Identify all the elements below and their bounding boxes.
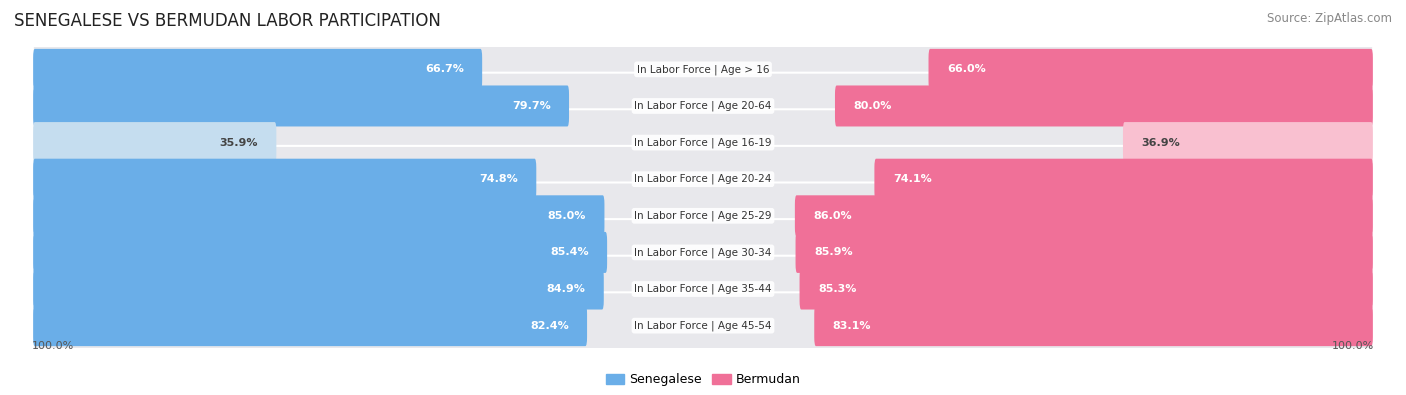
Text: 36.9%: 36.9%	[1142, 137, 1180, 148]
Text: 85.9%: 85.9%	[814, 247, 852, 258]
FancyBboxPatch shape	[928, 49, 1372, 90]
Text: In Labor Force | Age 45-54: In Labor Force | Age 45-54	[634, 320, 772, 331]
Text: 35.9%: 35.9%	[219, 137, 257, 148]
Text: 85.4%: 85.4%	[550, 247, 589, 258]
Legend: Senegalese, Bermudan: Senegalese, Bermudan	[606, 373, 800, 386]
Text: 82.4%: 82.4%	[530, 321, 568, 331]
Text: In Labor Force | Age 16-19: In Labor Force | Age 16-19	[634, 137, 772, 148]
FancyBboxPatch shape	[34, 232, 607, 273]
FancyBboxPatch shape	[32, 182, 1374, 249]
FancyBboxPatch shape	[34, 85, 569, 126]
FancyBboxPatch shape	[814, 305, 1372, 346]
Text: 85.0%: 85.0%	[548, 211, 586, 221]
FancyBboxPatch shape	[32, 36, 1374, 103]
FancyBboxPatch shape	[32, 146, 1374, 213]
Text: 84.9%: 84.9%	[547, 284, 585, 294]
Text: In Labor Force | Age 30-34: In Labor Force | Age 30-34	[634, 247, 772, 258]
Text: SENEGALESE VS BERMUDAN LABOR PARTICIPATION: SENEGALESE VS BERMUDAN LABOR PARTICIPATI…	[14, 12, 441, 30]
Text: 66.0%: 66.0%	[946, 64, 986, 74]
Text: 74.8%: 74.8%	[479, 174, 517, 184]
Text: 79.7%: 79.7%	[512, 101, 551, 111]
Text: 100.0%: 100.0%	[1333, 341, 1375, 351]
Text: In Labor Force | Age 25-29: In Labor Force | Age 25-29	[634, 211, 772, 221]
Text: 66.7%: 66.7%	[425, 64, 464, 74]
FancyBboxPatch shape	[34, 159, 536, 200]
FancyBboxPatch shape	[34, 305, 588, 346]
Text: Source: ZipAtlas.com: Source: ZipAtlas.com	[1267, 12, 1392, 25]
Text: 74.1%: 74.1%	[893, 174, 932, 184]
Text: 85.3%: 85.3%	[818, 284, 856, 294]
Text: In Labor Force | Age 20-24: In Labor Force | Age 20-24	[634, 174, 772, 184]
Text: 86.0%: 86.0%	[813, 211, 852, 221]
Text: 83.1%: 83.1%	[832, 321, 872, 331]
FancyBboxPatch shape	[32, 219, 1374, 286]
FancyBboxPatch shape	[32, 109, 1374, 176]
Text: In Labor Force | Age > 16: In Labor Force | Age > 16	[637, 64, 769, 75]
FancyBboxPatch shape	[32, 292, 1374, 359]
FancyBboxPatch shape	[34, 122, 277, 163]
FancyBboxPatch shape	[34, 195, 605, 236]
FancyBboxPatch shape	[794, 195, 1372, 236]
Text: In Labor Force | Age 35-44: In Labor Force | Age 35-44	[634, 284, 772, 294]
FancyBboxPatch shape	[32, 73, 1374, 139]
Text: 80.0%: 80.0%	[853, 101, 891, 111]
FancyBboxPatch shape	[800, 269, 1372, 310]
Text: In Labor Force | Age 20-64: In Labor Force | Age 20-64	[634, 101, 772, 111]
FancyBboxPatch shape	[34, 269, 603, 310]
FancyBboxPatch shape	[34, 49, 482, 90]
FancyBboxPatch shape	[835, 85, 1372, 126]
FancyBboxPatch shape	[796, 232, 1372, 273]
Text: 100.0%: 100.0%	[31, 341, 73, 351]
FancyBboxPatch shape	[32, 256, 1374, 322]
FancyBboxPatch shape	[1123, 122, 1372, 163]
FancyBboxPatch shape	[875, 159, 1372, 200]
